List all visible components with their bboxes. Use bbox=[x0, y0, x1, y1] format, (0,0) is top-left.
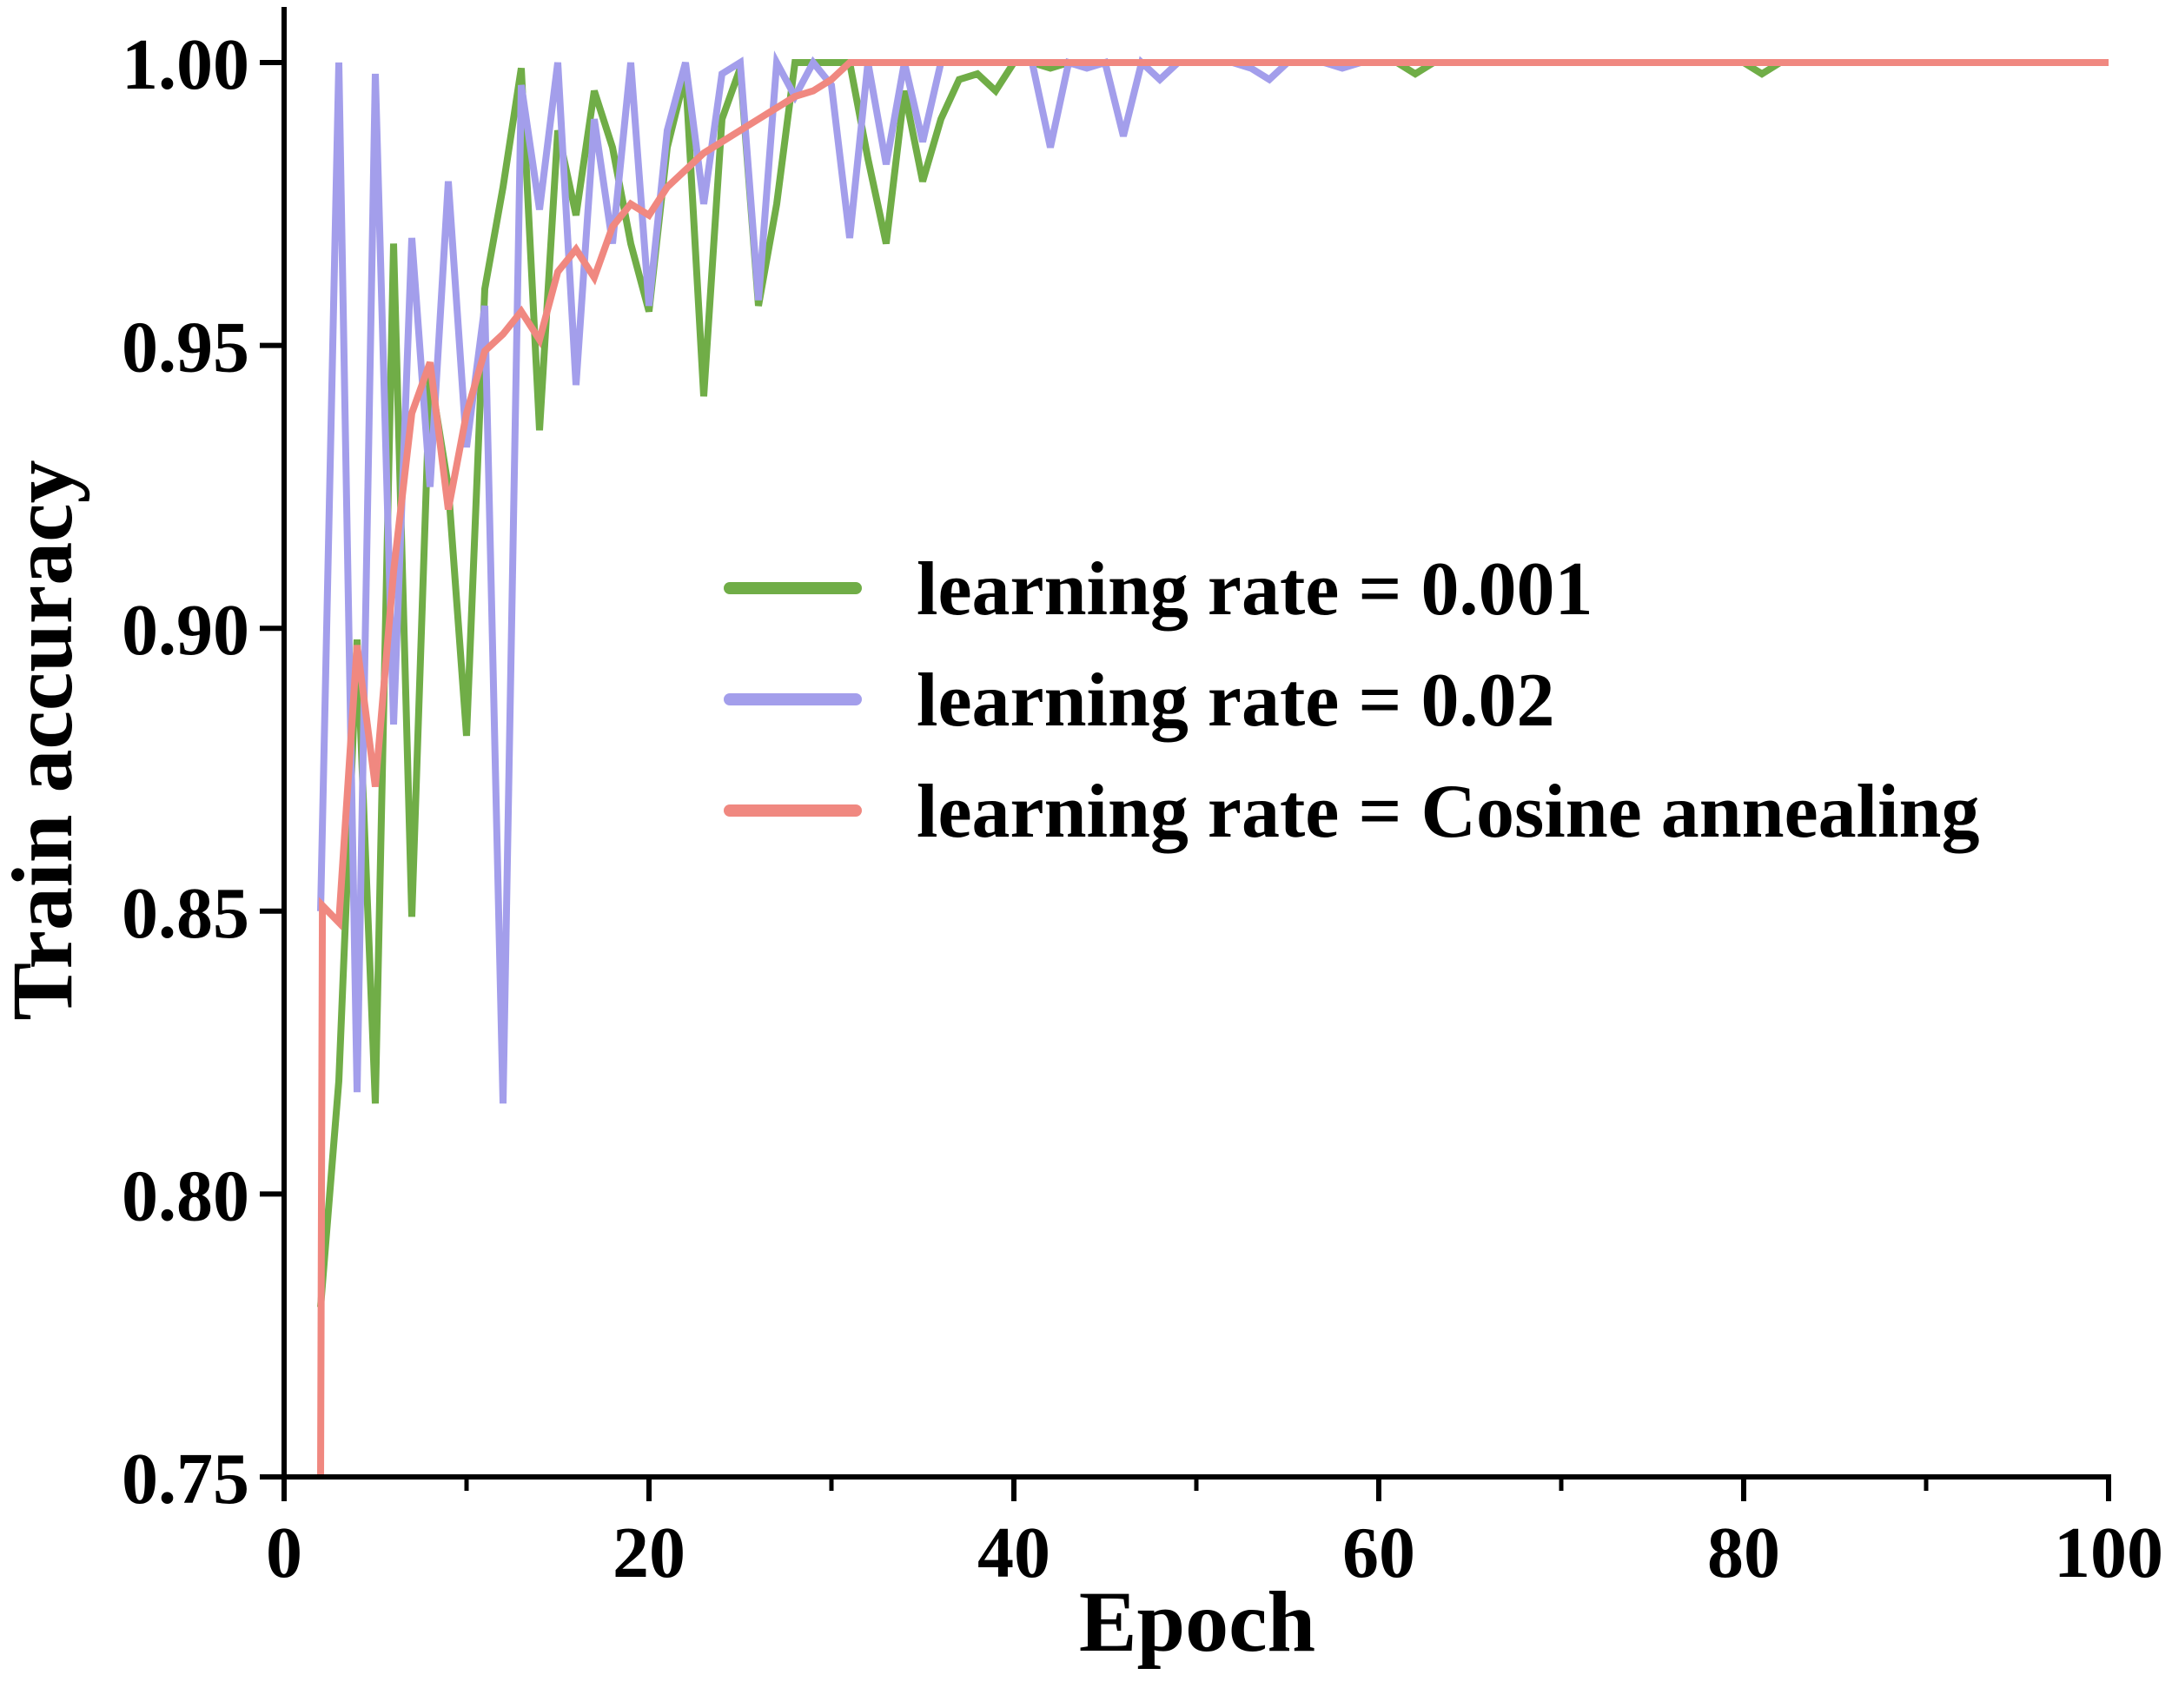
x-tick-label-4: 80 bbox=[1707, 1513, 1780, 1593]
y-tick-label-4: 0.95 bbox=[122, 308, 249, 388]
legend-label-1: learning rate = 0.02 bbox=[917, 659, 1554, 743]
x-tick-label-5: 100 bbox=[2054, 1513, 2163, 1593]
legend: learning rate = 0.001 learning rate = 0.0… bbox=[724, 547, 1980, 854]
y-tick-label-5: 1.00 bbox=[122, 24, 249, 105]
x-tick-label-2: 40 bbox=[977, 1513, 1050, 1593]
ticks-layer: 0 20 40 60 80 100 0.75 0.80 0.85 0.90 0.95 1.00 bbox=[122, 24, 2163, 1593]
y-tick-label-1: 0.80 bbox=[122, 1155, 249, 1236]
y-tick-label-2: 0.85 bbox=[122, 873, 249, 954]
x-tick-label-0: 0 bbox=[266, 1513, 302, 1593]
series-line-2 bbox=[317, 59, 2109, 1478]
x-axis-label: Epoch bbox=[1079, 1573, 1315, 1670]
y-tick-label-3: 0.90 bbox=[122, 590, 249, 671]
legend-label-2: learning rate = Cosine annealing bbox=[917, 770, 1980, 854]
series-layer bbox=[317, 50, 2109, 1478]
legend-label-0: learning rate = 0.001 bbox=[917, 547, 1593, 632]
x-tick-label-1: 20 bbox=[613, 1513, 685, 1593]
y-tick-label-0: 0.75 bbox=[122, 1439, 249, 1519]
y-axis-label: Train accuracy bbox=[0, 460, 90, 1020]
x-tick-label-3: 60 bbox=[1342, 1513, 1415, 1593]
